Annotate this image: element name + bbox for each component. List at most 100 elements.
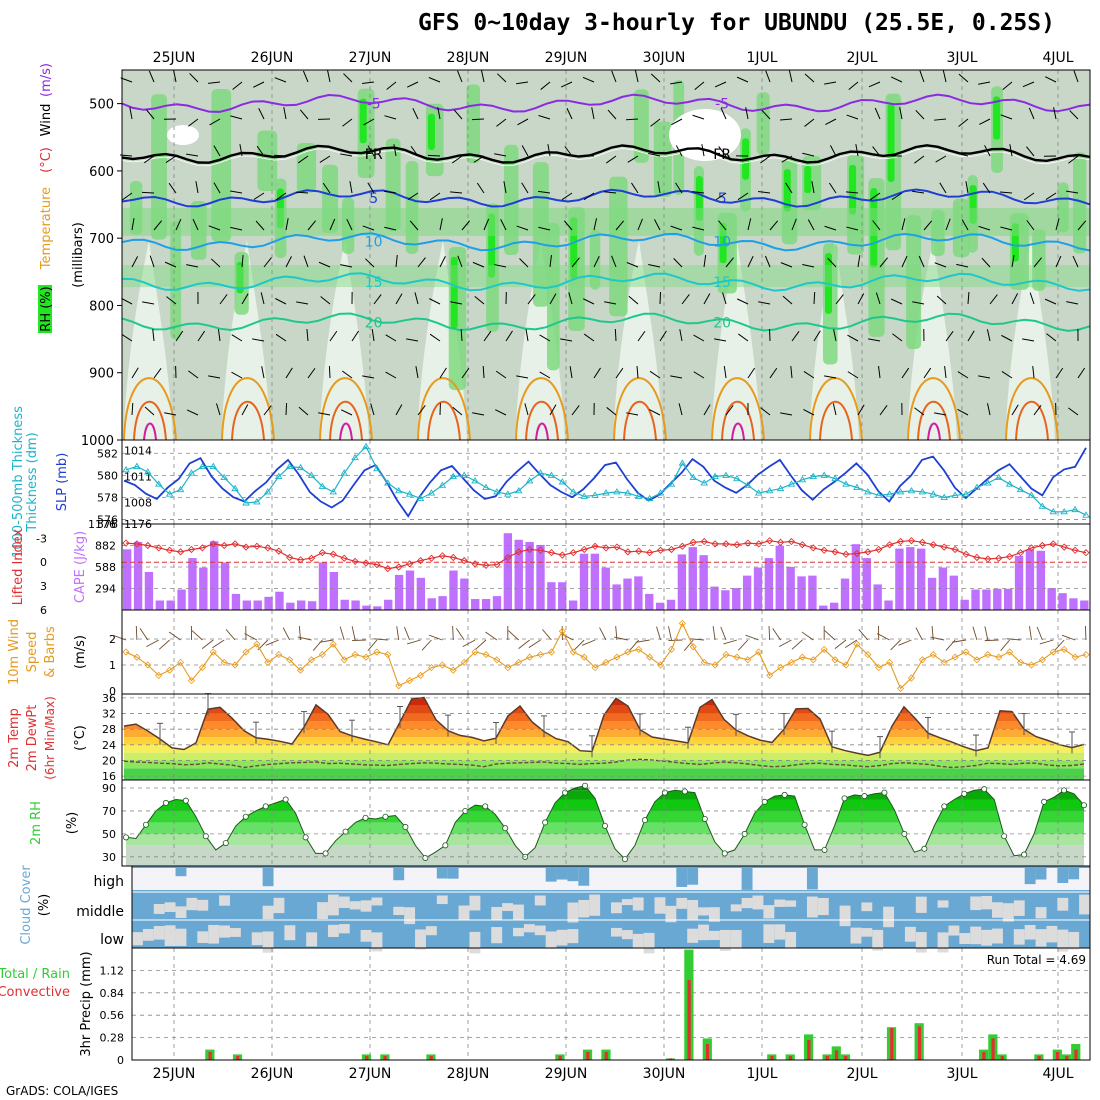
wind-barb: [273, 154, 287, 157]
wind-barb: [679, 329, 683, 342]
thickness-point: [885, 490, 894, 497]
temp-band: [124, 737, 1084, 745]
isotherm-label: 5: [718, 191, 727, 207]
rh-point: [1021, 851, 1028, 858]
wind-barb: [496, 118, 507, 127]
wind-barb: [231, 334, 243, 342]
lifted-index-point: [787, 537, 796, 546]
wind-barb: [241, 293, 249, 305]
cloud-middle-cell: [589, 894, 601, 916]
rh-tick-label: 50: [102, 828, 116, 841]
cloud-middle-cell: [273, 897, 285, 914]
precip-convective-bar: [208, 1052, 212, 1060]
rh-band: [126, 790, 1084, 800]
thickness-point: [744, 481, 752, 488]
lifted-index-point: [765, 537, 774, 545]
isotherm-label: -5: [367, 97, 381, 113]
wind-barb: [978, 375, 991, 379]
wind-barb: [414, 292, 419, 305]
cloud-low-cell: [1068, 931, 1080, 950]
cloud-low-cell: [513, 927, 524, 937]
wind-speed-point: [220, 658, 228, 666]
cape-bar: [438, 596, 447, 610]
cape-axis-label: CAPE (J/kg): [73, 531, 88, 603]
cloud-row-label: middle: [76, 904, 124, 920]
wind-barb: [935, 155, 947, 163]
lifted-index-point: [427, 554, 436, 562]
rh-tick-label: 70: [102, 805, 116, 818]
cloud-low-cell: [632, 933, 644, 949]
wind-barb: [230, 190, 243, 194]
thickness-point: [384, 479, 392, 486]
cloud-unit-label: (%): [37, 894, 52, 917]
wind-barb: [472, 412, 485, 416]
wind-barb: [340, 153, 353, 157]
wind-barb: [626, 262, 639, 268]
cape-bar: [275, 591, 284, 610]
thickness-point: [907, 486, 916, 494]
surface-wind-barb: [396, 626, 400, 641]
cape-bar: [242, 600, 252, 610]
surface-wind-barb: [508, 630, 520, 641]
precip-convective-bar: [1037, 1056, 1041, 1060]
wind-barb: [412, 107, 419, 120]
panel-3hr-precip: 0 0.28 0.56 0.84 1.12 Run Total = 4.69 Total /…: [0, 947, 1091, 1067]
cape-bar: [329, 571, 339, 610]
panel-10m-wind: 0 1 2 10m Wind Speed & Barbs (m/s): [7, 609, 1091, 698]
wind-barb: [1044, 298, 1057, 305]
rh-moist-band: [122, 265, 1090, 288]
wind-barb: [521, 145, 529, 157]
surface-wind-barb: [1029, 626, 1032, 641]
cloud-middle-cell: [981, 895, 993, 910]
date-label-bottom: 2JUL: [846, 1066, 877, 1082]
thickness-point: [133, 462, 141, 469]
wind-barb: [942, 70, 947, 83]
wind-barb: [765, 70, 771, 83]
wind-barb: [1033, 257, 1042, 268]
cloud-high-cell: [393, 868, 405, 881]
thickness-axis-label: 1000-500mb Thickness: [11, 406, 26, 558]
wind-barb: [675, 145, 683, 157]
dewpoint-line: [123, 758, 1085, 769]
rh-point: [621, 856, 628, 863]
wind-barb: [255, 220, 265, 231]
cloud-high-cell: [175, 868, 187, 877]
wind-barb: [495, 409, 507, 416]
wind-barb: [583, 192, 595, 201]
lifted-index-point: [515, 548, 523, 556]
wind-barb: [213, 145, 221, 157]
wind-barb: [846, 114, 859, 120]
wind-barb: [670, 375, 683, 379]
wind-barb: [439, 367, 447, 379]
surface-wind-barb: [367, 639, 378, 651]
wind-speed-point: [176, 658, 185, 666]
cloud-middle-cell: [654, 897, 666, 914]
lifted-index-point: [700, 537, 708, 546]
wind-barb: [1026, 146, 1035, 157]
wind-barb: [208, 225, 221, 231]
wind-speed-point: [820, 645, 828, 653]
wind-barb: [583, 333, 595, 342]
cloud-low-cell: [338, 924, 350, 934]
wind-barb: [153, 220, 162, 231]
cape-bar: [481, 599, 491, 610]
wind-barb: [714, 81, 727, 88]
wind-barb: [275, 192, 287, 201]
wind-barb: [890, 76, 903, 83]
wind-barb: [874, 107, 881, 120]
wind-barb: [149, 255, 155, 268]
top-date-axis: 25JUN 26JUN 27JUN 28JUN 29JUN 30JUN 1JUL 2JUL 3J…: [153, 50, 1074, 66]
wind-barb: [494, 264, 507, 268]
rh-band: [126, 845, 1084, 866]
precip-tick-label: 1.12: [100, 964, 125, 977]
wind-barb: [868, 338, 881, 342]
surface-wind-barb: [485, 631, 498, 641]
surface-wind-barb: [191, 630, 203, 641]
cloud-middle-cell: [839, 905, 851, 927]
wind-barb: [945, 331, 954, 342]
precip-convective-bar: [1055, 1052, 1060, 1060]
lifted-index-point: [580, 545, 588, 554]
thickness-point: [340, 469, 348, 476]
cloud-middle-cell: [534, 895, 546, 906]
surface-wind-barb: [406, 639, 421, 645]
